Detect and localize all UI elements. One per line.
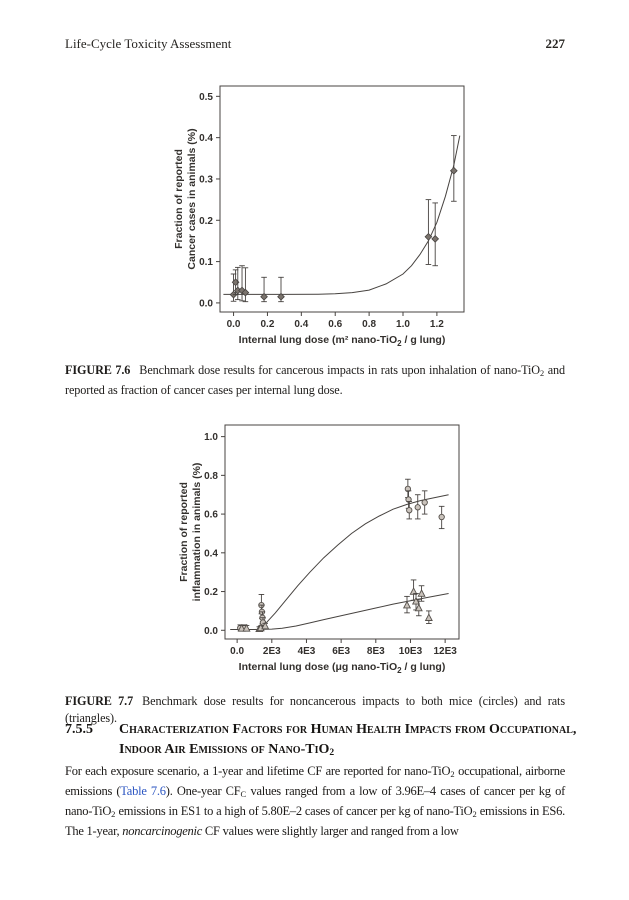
data-point-marker [414,504,421,511]
plot-frame [219,85,465,313]
running-head: Life-Cycle Toxicity Assessment 227 [65,36,565,52]
data-point-marker [404,485,412,493]
text-run: CF values were slightly larger and range… [202,824,459,839]
text-run: 2 [472,809,477,820]
text-run: 2 [540,368,545,378]
x-tick-label: 0.2 [260,319,274,330]
x-tick-label: 0.0 [230,646,244,657]
text-run: occupational, airborne emissions ( [65,764,565,799]
y-tick-label: 0.0 [204,626,218,637]
section-title-line: Characterization Factors for Human Healt… [119,720,577,740]
running-title: Life-Cycle Toxicity Assessment [65,36,232,51]
data-point-marker [417,589,426,597]
y-tick-label: 0.4 [199,133,213,144]
text-run: FIGURE 7.6 [65,363,131,377]
y-tick-label: 0.4 [204,548,218,559]
y-tick-label: 0.2 [199,216,213,227]
data-point-marker [421,499,428,506]
data-point-marker [402,600,412,609]
figure-7-7-chart: 0.0 2E3 4E3 6E3 8E3 10E3 12E3 0.0 0.2 0.4 0.6 0.8 1.… [178,424,460,675]
data-point-marker [438,513,445,521]
data-point-marker [424,613,433,621]
x-tick-label: 6E3 [332,646,350,657]
circle-series [237,478,445,632]
y-tick-label: 0.2 [204,587,218,598]
text-run: Characterization Factors for Human Healt… [119,722,577,737]
data-point-marker [260,292,268,301]
rats-fit-curve [230,593,449,630]
y-tick-label: 0.8 [204,471,218,482]
text-run: Indoor Air Emissions of Nano-TiO [119,741,330,757]
text-run: emissions in ES1 to a high of 5.80E–2 ca… [115,804,473,819]
y-tick-label: 0.3 [199,174,213,185]
text-run: 2 [111,809,116,820]
plot-frame [224,424,460,640]
text-run: 2 [450,768,455,779]
x-tick-label: 0.6 [328,319,342,330]
section-heading-7-5-5: 7.5.5 Characterization Factors for Human… [65,720,577,763]
text-run: C [240,789,247,800]
y-axis-label-line: Fraction of reported [173,149,185,249]
x-axis-label: Internal lung dose (m² nano-TiO2 / g lun… [239,334,446,348]
figure-7-7-caption: FIGURE 7.7 Benchmark dose results for non… [65,693,565,727]
x-tick-label: 0.8 [362,319,376,330]
x-tick-label: 2E3 [263,646,281,657]
data-point-marker [238,286,246,295]
x-tick-label: 1.0 [396,319,410,330]
x-tick-label: 4E3 [298,646,316,657]
text-run: values ranged from a low of 3.96E–4 case… [65,784,565,819]
x-tick-label: 0.0 [227,319,241,330]
data-point-marker [409,587,418,595]
data-point-marker [241,288,250,297]
y-tick-label: 0.6 [204,510,218,521]
table-7-6-link[interactable]: Table 7.6 [120,784,166,799]
x-axis-label: Internal lung dose (μg nano-TiO2 / g lun… [239,661,446,675]
y-axis-label-line: inflammation in animals (%) [191,463,203,602]
page-number: 227 [545,36,566,51]
data-point-marker [237,623,246,632]
text-run: emissions in ES6. The 1-year, [65,804,565,839]
body-paragraph: For each exposure scenario, a 1-year and… [65,763,565,841]
y-tick-label: 1.0 [204,432,218,443]
x-tick-label: 8E3 [367,646,385,657]
figure-7-6-caption: FIGURE 7.6 Benchmark dose results for can… [65,362,565,399]
mice-fit-curve [258,494,449,630]
data-point-marker [261,621,270,630]
data-point-marker [277,292,285,301]
section-title-line: Indoor Air Emissions of Nano-TiO2 [119,740,577,764]
text-run: and reported as fraction of cancer cases… [65,363,565,397]
text-run: For each exposure scenario, a 1-year and… [65,764,451,778]
x-tick-label: 0.4 [294,319,308,330]
data-point-marker [431,235,440,243]
y-axis-label-line: Fraction of reported [178,482,190,582]
diamond-series [229,135,458,303]
x-tick-label: 1.2 [430,319,444,330]
figure-7-6-chart: 0.0 0.2 0.4 0.6 0.8 1.0 1.2 0.0 0.1 0.2 0.3 0.4 0.5 I… [173,85,465,348]
x-tick-label: 12E3 [433,646,457,657]
data-point-marker [411,596,421,605]
data-point-marker [449,166,458,175]
data-point-marker [424,232,433,241]
text-run: FIGURE 7.7 [65,694,134,708]
data-point-marker [242,623,251,632]
triangle-series [237,579,433,632]
section-number: 7.5.5 [65,722,93,737]
section-title: Characterization Factors for Human Healt… [119,720,577,763]
y-tick-label: 0.1 [199,257,213,268]
text-run: Benchmark dose results for noncancerous … [65,694,565,725]
data-point-marker [414,603,423,612]
benchmark-dose-fit-curve [223,135,461,295]
text-run: Benchmark dose results for cancerous imp… [139,363,540,377]
data-point-marker [406,507,413,514]
y-tick-label: 0.0 [199,298,213,309]
text-run: 2 [329,747,335,758]
data-point-marker [405,496,412,503]
x-tick-label: 10E3 [399,646,423,657]
y-tick-label: 0.5 [199,92,213,103]
text-run: ). One-year CF [165,784,241,799]
y-axis-label-line: Cancer cases in animals (%) [186,128,198,269]
text-run: noncarcinogenic [122,824,203,839]
